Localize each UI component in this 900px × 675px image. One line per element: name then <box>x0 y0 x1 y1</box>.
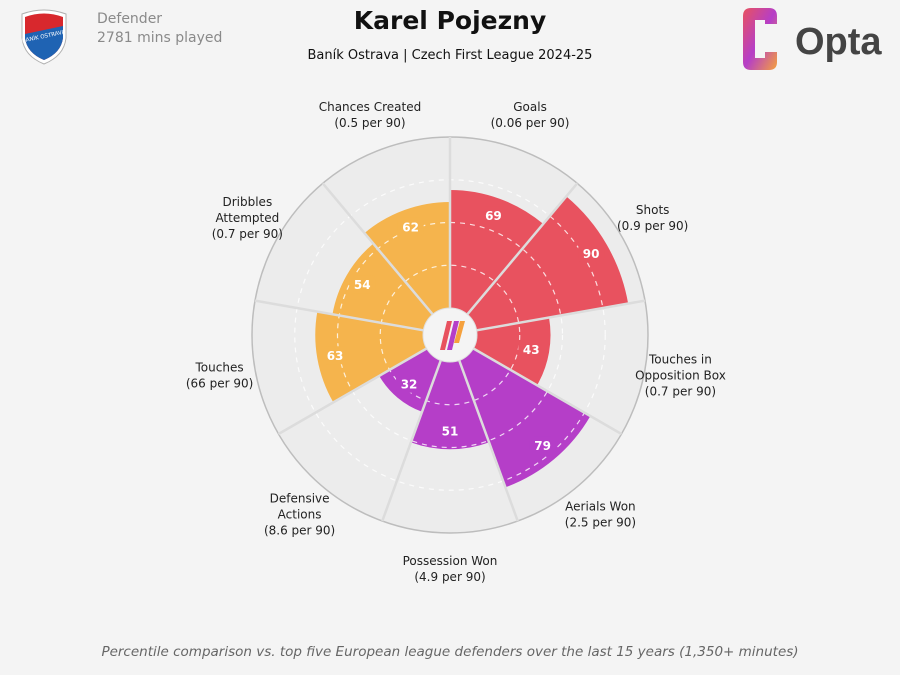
segment-divider <box>466 182 579 316</box>
category-label: Aerials Won (2.5 per 90) <box>565 499 636 529</box>
value-label: 79 <box>534 439 551 453</box>
category-label: Touches (66 per 90) <box>186 361 253 391</box>
segment-possession-won <box>410 360 490 450</box>
segment-dribbles <box>332 243 433 331</box>
page-title: Karel Pojezny <box>353 6 547 35</box>
segment-touches-in <box>473 317 551 386</box>
segment-divider <box>254 299 424 332</box>
value-badge <box>396 374 423 393</box>
segment-shots <box>467 196 629 331</box>
value-label: 51 <box>442 425 459 439</box>
value-label: 32 <box>401 377 418 391</box>
category-label: Defensive Actions (8.6 per 90) <box>264 491 335 537</box>
player-info: Defender 2781 mins played <box>97 10 222 48</box>
value-badge <box>397 217 424 236</box>
opta-wordmark: Opta <box>795 21 882 63</box>
category-label: Goals (0.06 per 90) <box>491 100 570 130</box>
segment-goals <box>450 190 544 315</box>
center-logo-icon <box>422 307 478 363</box>
category-label: Possession Won (4.9 per 90) <box>403 554 498 584</box>
value-badge <box>518 340 545 359</box>
value-label: 62 <box>402 220 419 234</box>
segment-divider <box>321 182 434 316</box>
segment-divider <box>458 359 519 522</box>
footnote: Percentile comparison vs. top five Europ… <box>101 644 799 660</box>
category-label: Touches in Opposition Box (0.7 per 90) <box>635 353 726 399</box>
page-subtitle: Baník Ostrava | Czech First League 2024-… <box>307 48 593 63</box>
value-label: 63 <box>327 349 344 363</box>
grid-ring <box>379 264 521 406</box>
value-badge <box>529 436 556 455</box>
value-label: 43 <box>523 343 540 357</box>
segment-touches <box>315 311 427 403</box>
segment-divider <box>472 347 623 436</box>
chart-value-labels: 69 90 43 79 51 32 63 54 62 <box>322 206 605 455</box>
value-label: 54 <box>354 278 371 292</box>
player-minutes: 2781 mins played <box>97 30 223 46</box>
category-label: Chances Created (0.5 per 90) <box>319 100 421 130</box>
value-badge <box>437 422 463 441</box>
club-crest-icon: BANÍK OSTRAVA <box>21 9 67 65</box>
opta-logo-icon: Opta <box>743 8 882 70</box>
value-label: 69 <box>485 209 502 223</box>
chart-segments <box>315 190 629 488</box>
segment-chances-created <box>364 201 450 315</box>
value-badge <box>480 206 507 225</box>
chart-category-labels: Goals (0.06 per 90) Shots (0.9 per 90) Touch… <box>186 100 726 584</box>
segment-divider <box>476 299 646 332</box>
category-label: Dribbles Attempted (0.7 per 90) <box>212 195 283 241</box>
value-label: 90 <box>583 247 600 261</box>
segment-divider <box>381 359 442 522</box>
segment-divider <box>277 347 428 436</box>
player-position: Defender <box>97 11 163 27</box>
value-badge <box>578 244 605 263</box>
grid-ring <box>336 221 564 449</box>
segment-aerials-won <box>459 348 591 488</box>
category-label: Shots (0.9 per 90) <box>617 203 688 233</box>
chart-dividers <box>254 137 646 522</box>
value-badge <box>322 346 349 365</box>
value-badge <box>349 275 376 294</box>
